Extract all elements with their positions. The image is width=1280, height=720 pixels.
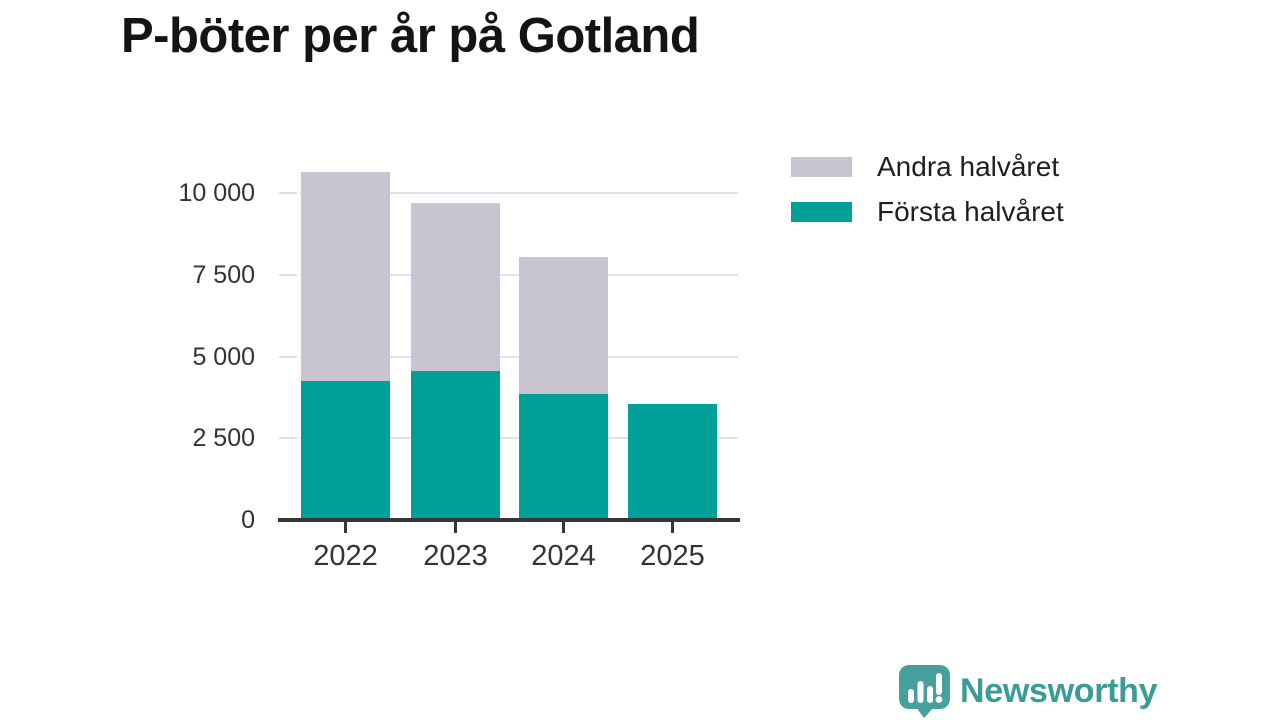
x-axis-line <box>278 518 740 522</box>
gridline-y-10000 <box>300 192 738 194</box>
x-axis-label: 2022 <box>313 540 378 572</box>
y-axis-label: 7 500 <box>192 260 255 289</box>
bar-segment-2024 <box>519 256 608 395</box>
y-tick-5000 <box>279 355 297 358</box>
legend-swatch <box>791 157 852 177</box>
newsworthy-brand-name: Newsworthy <box>960 671 1158 710</box>
y-tick-2500 <box>279 437 297 440</box>
x-tick-2022 <box>344 522 347 533</box>
legend-item: Andra halvåret <box>791 151 1064 182</box>
bar-segment-2024 <box>519 394 608 520</box>
legend-item: Första halvåret <box>791 196 1064 227</box>
x-tick-2025 <box>671 522 674 533</box>
y-axis-label: 0 <box>241 506 255 534</box>
chart-title: P-böter per år på Gotland <box>121 9 700 63</box>
x-tick-2024 <box>562 522 565 533</box>
x-axis-label: 2024 <box>531 540 596 572</box>
bar-segment-2025 <box>628 403 717 520</box>
y-axis-label: 2 500 <box>192 424 255 453</box>
y-axis-label: 5 000 <box>192 342 255 371</box>
bar-segment-2023 <box>411 202 500 372</box>
x-axis-label: 2025 <box>640 540 705 572</box>
bar-segment-2023 <box>411 371 500 520</box>
y-axis-label: 10 000 <box>178 179 255 207</box>
legend-label: Andra halvåret <box>877 151 1060 182</box>
y-tick-7500 <box>279 273 297 276</box>
x-tick-2023 <box>454 522 457 533</box>
newsworthy-logo-icon <box>899 665 950 718</box>
bar-segment-2022 <box>301 171 390 382</box>
chart-legend: Andra halvåret Första halvåret <box>791 151 1064 243</box>
y-tick-10000 <box>279 192 297 194</box>
legend-swatch <box>791 202 852 222</box>
newsworthy-logo: Newsworthy <box>897 664 1158 718</box>
x-axis-label: 2023 <box>423 540 488 572</box>
bar-chart-plot-area: 2022 2023 2024 2025 <box>279 150 740 572</box>
bar-segment-2022 <box>301 381 390 520</box>
legend-label: Första halvåret <box>877 196 1064 227</box>
